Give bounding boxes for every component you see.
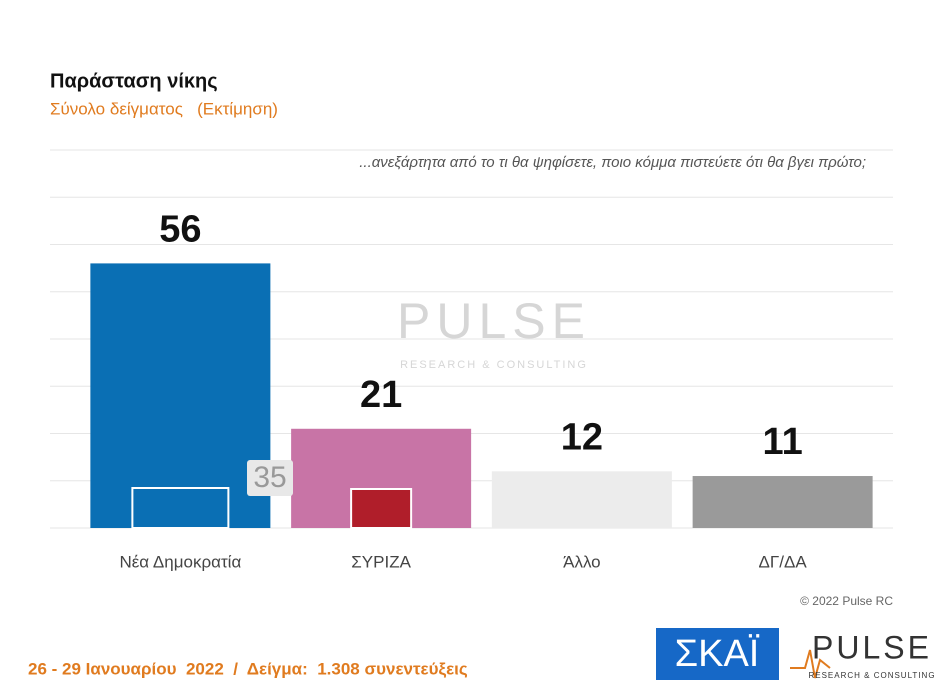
- brand-text: ΣΚΑΪ: [675, 633, 760, 675]
- brand-text: PULSE: [812, 629, 932, 665]
- chart-subtitle: Σύνολο δείγματος (Εκτίμηση): [50, 99, 278, 118]
- brand-logo: [656, 628, 779, 680]
- bar: [692, 476, 873, 528]
- x-tick-label: ΣΥΡΙΖΑ: [351, 552, 411, 571]
- brand-sub: RESEARCH & CONSULTING: [808, 671, 935, 680]
- x-tick-label: Νέα Δημοκρατία: [119, 552, 241, 571]
- bar: [491, 471, 672, 528]
- question: ...ανεξάρτητα από το τι θα ψηφίσετε, ποι…: [359, 154, 866, 171]
- x-tick-label: Άλλο: [563, 552, 601, 571]
- copyright: © 2022 Pulse RC: [800, 594, 893, 608]
- footer: 26 - 29 Ιανουαρίου 2022 / Δείγμα: 1.308 …: [28, 659, 468, 678]
- party-logo: [131, 487, 230, 529]
- party-logo: [350, 488, 413, 529]
- value-label: 56: [159, 208, 201, 250]
- chart-title: Παράσταση νίκης: [50, 70, 218, 92]
- value-label: 12: [561, 416, 603, 458]
- x-tick-label: ΔΓ/ΔΑ: [759, 552, 808, 571]
- watermark: PULSE: [397, 293, 591, 349]
- value-label: 11: [763, 421, 803, 463]
- value-label: 21: [360, 374, 402, 416]
- annotation-box: [247, 460, 293, 496]
- bar: [90, 263, 271, 528]
- watermark-sub: RESEARCH & CONSULTING: [400, 359, 588, 371]
- annotation: 35: [253, 461, 286, 494]
- brand-icon: [790, 649, 831, 679]
